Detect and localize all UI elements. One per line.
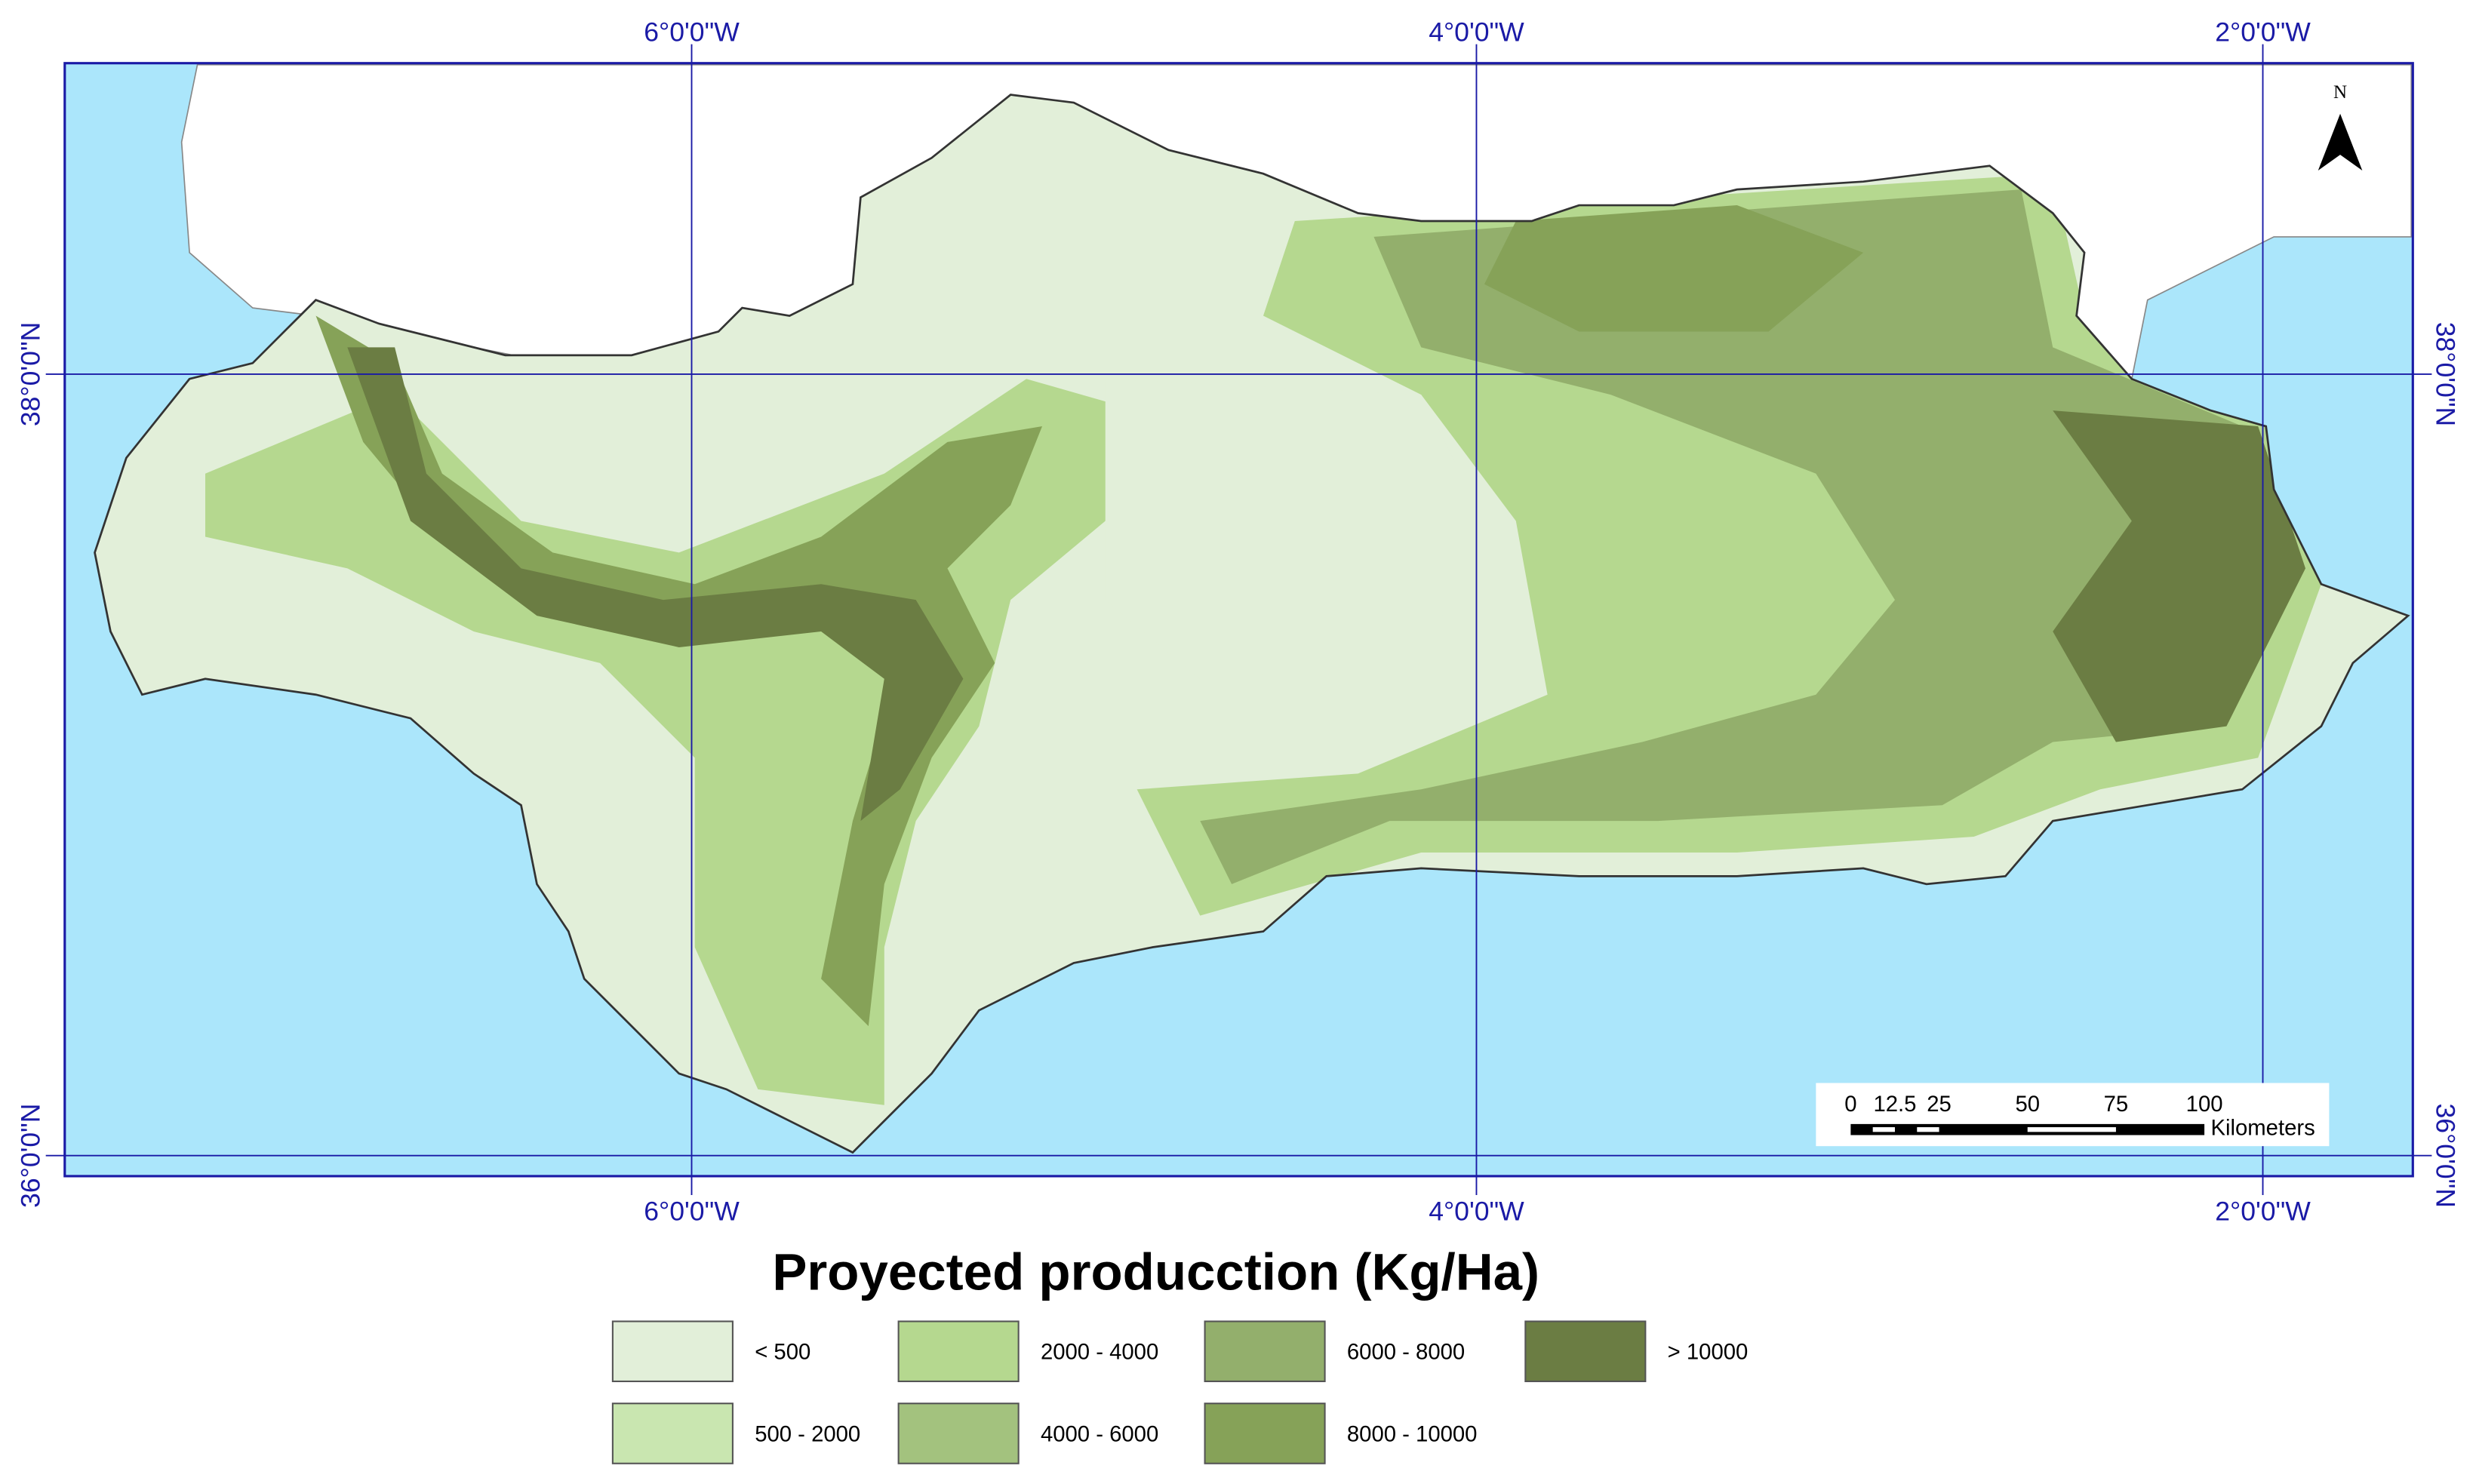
legend-label: > 10000 xyxy=(1668,1340,1749,1365)
raster-zone xyxy=(1200,189,2290,884)
north-arrow-shape xyxy=(2318,113,2363,171)
legend-label: 6000 - 8000 xyxy=(1347,1340,1465,1365)
scale-bar-segment xyxy=(1917,1127,1939,1132)
scale-label: 50 xyxy=(2015,1092,2040,1117)
graticule-label: 2°0'0"W xyxy=(2215,1197,2311,1227)
scale-label: 75 xyxy=(2104,1092,2129,1117)
legend-label: 500 - 2000 xyxy=(755,1421,860,1446)
graticule-label: 36°0'0"N xyxy=(2431,1104,2461,1208)
scale-bar-segment xyxy=(2027,1127,2116,1132)
north-arrow: N xyxy=(2318,82,2363,171)
raster-zone xyxy=(1105,379,1484,679)
scale-unit: Kilometers xyxy=(2210,1116,2315,1141)
raster-zone xyxy=(2053,410,2306,742)
scale-label: 12.5 xyxy=(1873,1092,1916,1117)
raster-zone xyxy=(315,315,1043,1027)
graticule-label: 2°0'0"W xyxy=(2215,17,2311,47)
land-outline xyxy=(94,94,2410,1154)
graticule-label: 4°0'0"W xyxy=(1429,17,1524,47)
graticule-label: 6°0'0"W xyxy=(644,17,740,47)
production-raster xyxy=(205,174,2321,1105)
graticule xyxy=(45,44,2432,1196)
graticule-label: 6°0'0"W xyxy=(644,1197,740,1227)
legend-title: Proyected producction (Kg/Ha) xyxy=(772,1243,1539,1301)
graticule-label: 38°0'0"N xyxy=(15,322,45,426)
legend-swatch xyxy=(1204,1320,1326,1382)
legend-swatch xyxy=(611,1320,734,1382)
scale-label: 100 xyxy=(2186,1092,2223,1117)
legend-swatch xyxy=(897,1403,1020,1464)
raster-zone xyxy=(1484,205,1864,332)
legend-label: 4000 - 6000 xyxy=(1041,1421,1158,1446)
legend-label: < 500 xyxy=(755,1340,810,1365)
map-frame xyxy=(63,62,2414,1178)
legend-swatch xyxy=(897,1320,1020,1382)
legend-swatch xyxy=(1524,1320,1647,1382)
scale-label: 0 xyxy=(1844,1092,1856,1117)
legend-swatch xyxy=(611,1403,734,1464)
graticule-label: 36°0'0"N xyxy=(15,1104,45,1208)
scale-label: 25 xyxy=(1927,1092,1952,1117)
graticule-label: 4°0'0"W xyxy=(1429,1197,1524,1227)
scale-bar-segment xyxy=(1872,1127,1895,1132)
legend-label: 8000 - 10000 xyxy=(1347,1421,1478,1446)
legend-swatch xyxy=(1204,1403,1326,1464)
scale-bar-background xyxy=(1816,1083,2330,1147)
graticule-label: 38°0'0"N xyxy=(2431,322,2461,426)
scale-bar: Kilometers 0 12.5 25 50 75 100 xyxy=(1816,1083,2330,1147)
legend-label: 2000 - 4000 xyxy=(1041,1340,1158,1365)
raster-zone xyxy=(347,347,964,822)
north-label: N xyxy=(2333,82,2347,103)
